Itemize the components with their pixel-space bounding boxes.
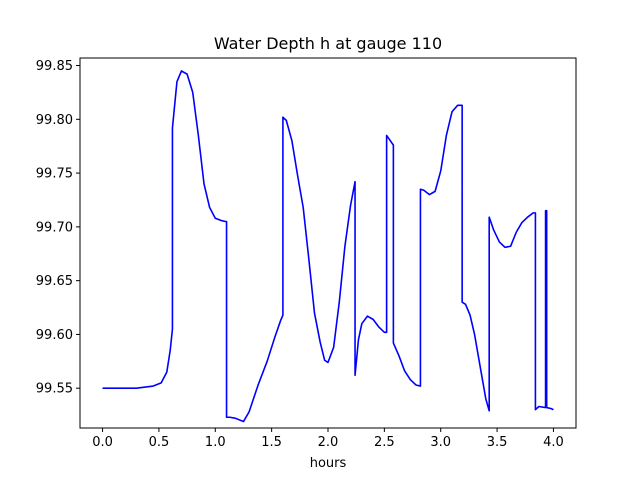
series-layer bbox=[102, 70, 554, 423]
y-tick-label: 99.75 bbox=[36, 167, 73, 182]
y-tick-label: 99.70 bbox=[36, 220, 73, 235]
x-tick-label: 2.0 bbox=[318, 435, 339, 450]
y-tick-label: 99.80 bbox=[36, 113, 73, 128]
x-axis-label: hours bbox=[310, 456, 347, 471]
x-tick-label: 4.0 bbox=[543, 435, 564, 450]
x-tick-label: 3.5 bbox=[487, 435, 508, 450]
x-axis: 0.0 0.5 1.0 1.5 2.0 2.5 3.0 3.5 4.0 bbox=[92, 428, 564, 450]
y-tick-label: 99.85 bbox=[36, 59, 73, 74]
series-line-0 bbox=[102, 70, 554, 423]
x-tick-label: 0.5 bbox=[149, 435, 170, 450]
y-tick-label: 99.55 bbox=[36, 382, 73, 397]
y-axis: 99.55 99.60 99.65 99.70 99.75 99.80 99.85 bbox=[36, 59, 80, 397]
x-tick-label: 1.0 bbox=[205, 435, 226, 450]
x-tick-label: 2.5 bbox=[374, 435, 395, 450]
x-tick-label: 3.0 bbox=[430, 435, 451, 450]
x-tick-label: 0.0 bbox=[92, 435, 113, 450]
y-tick-label: 99.60 bbox=[36, 328, 73, 343]
y-tick-label: 99.65 bbox=[36, 274, 73, 289]
x-tick-label: 1.5 bbox=[261, 435, 282, 450]
chart-title: Water Depth h at gauge 110 bbox=[214, 34, 442, 53]
